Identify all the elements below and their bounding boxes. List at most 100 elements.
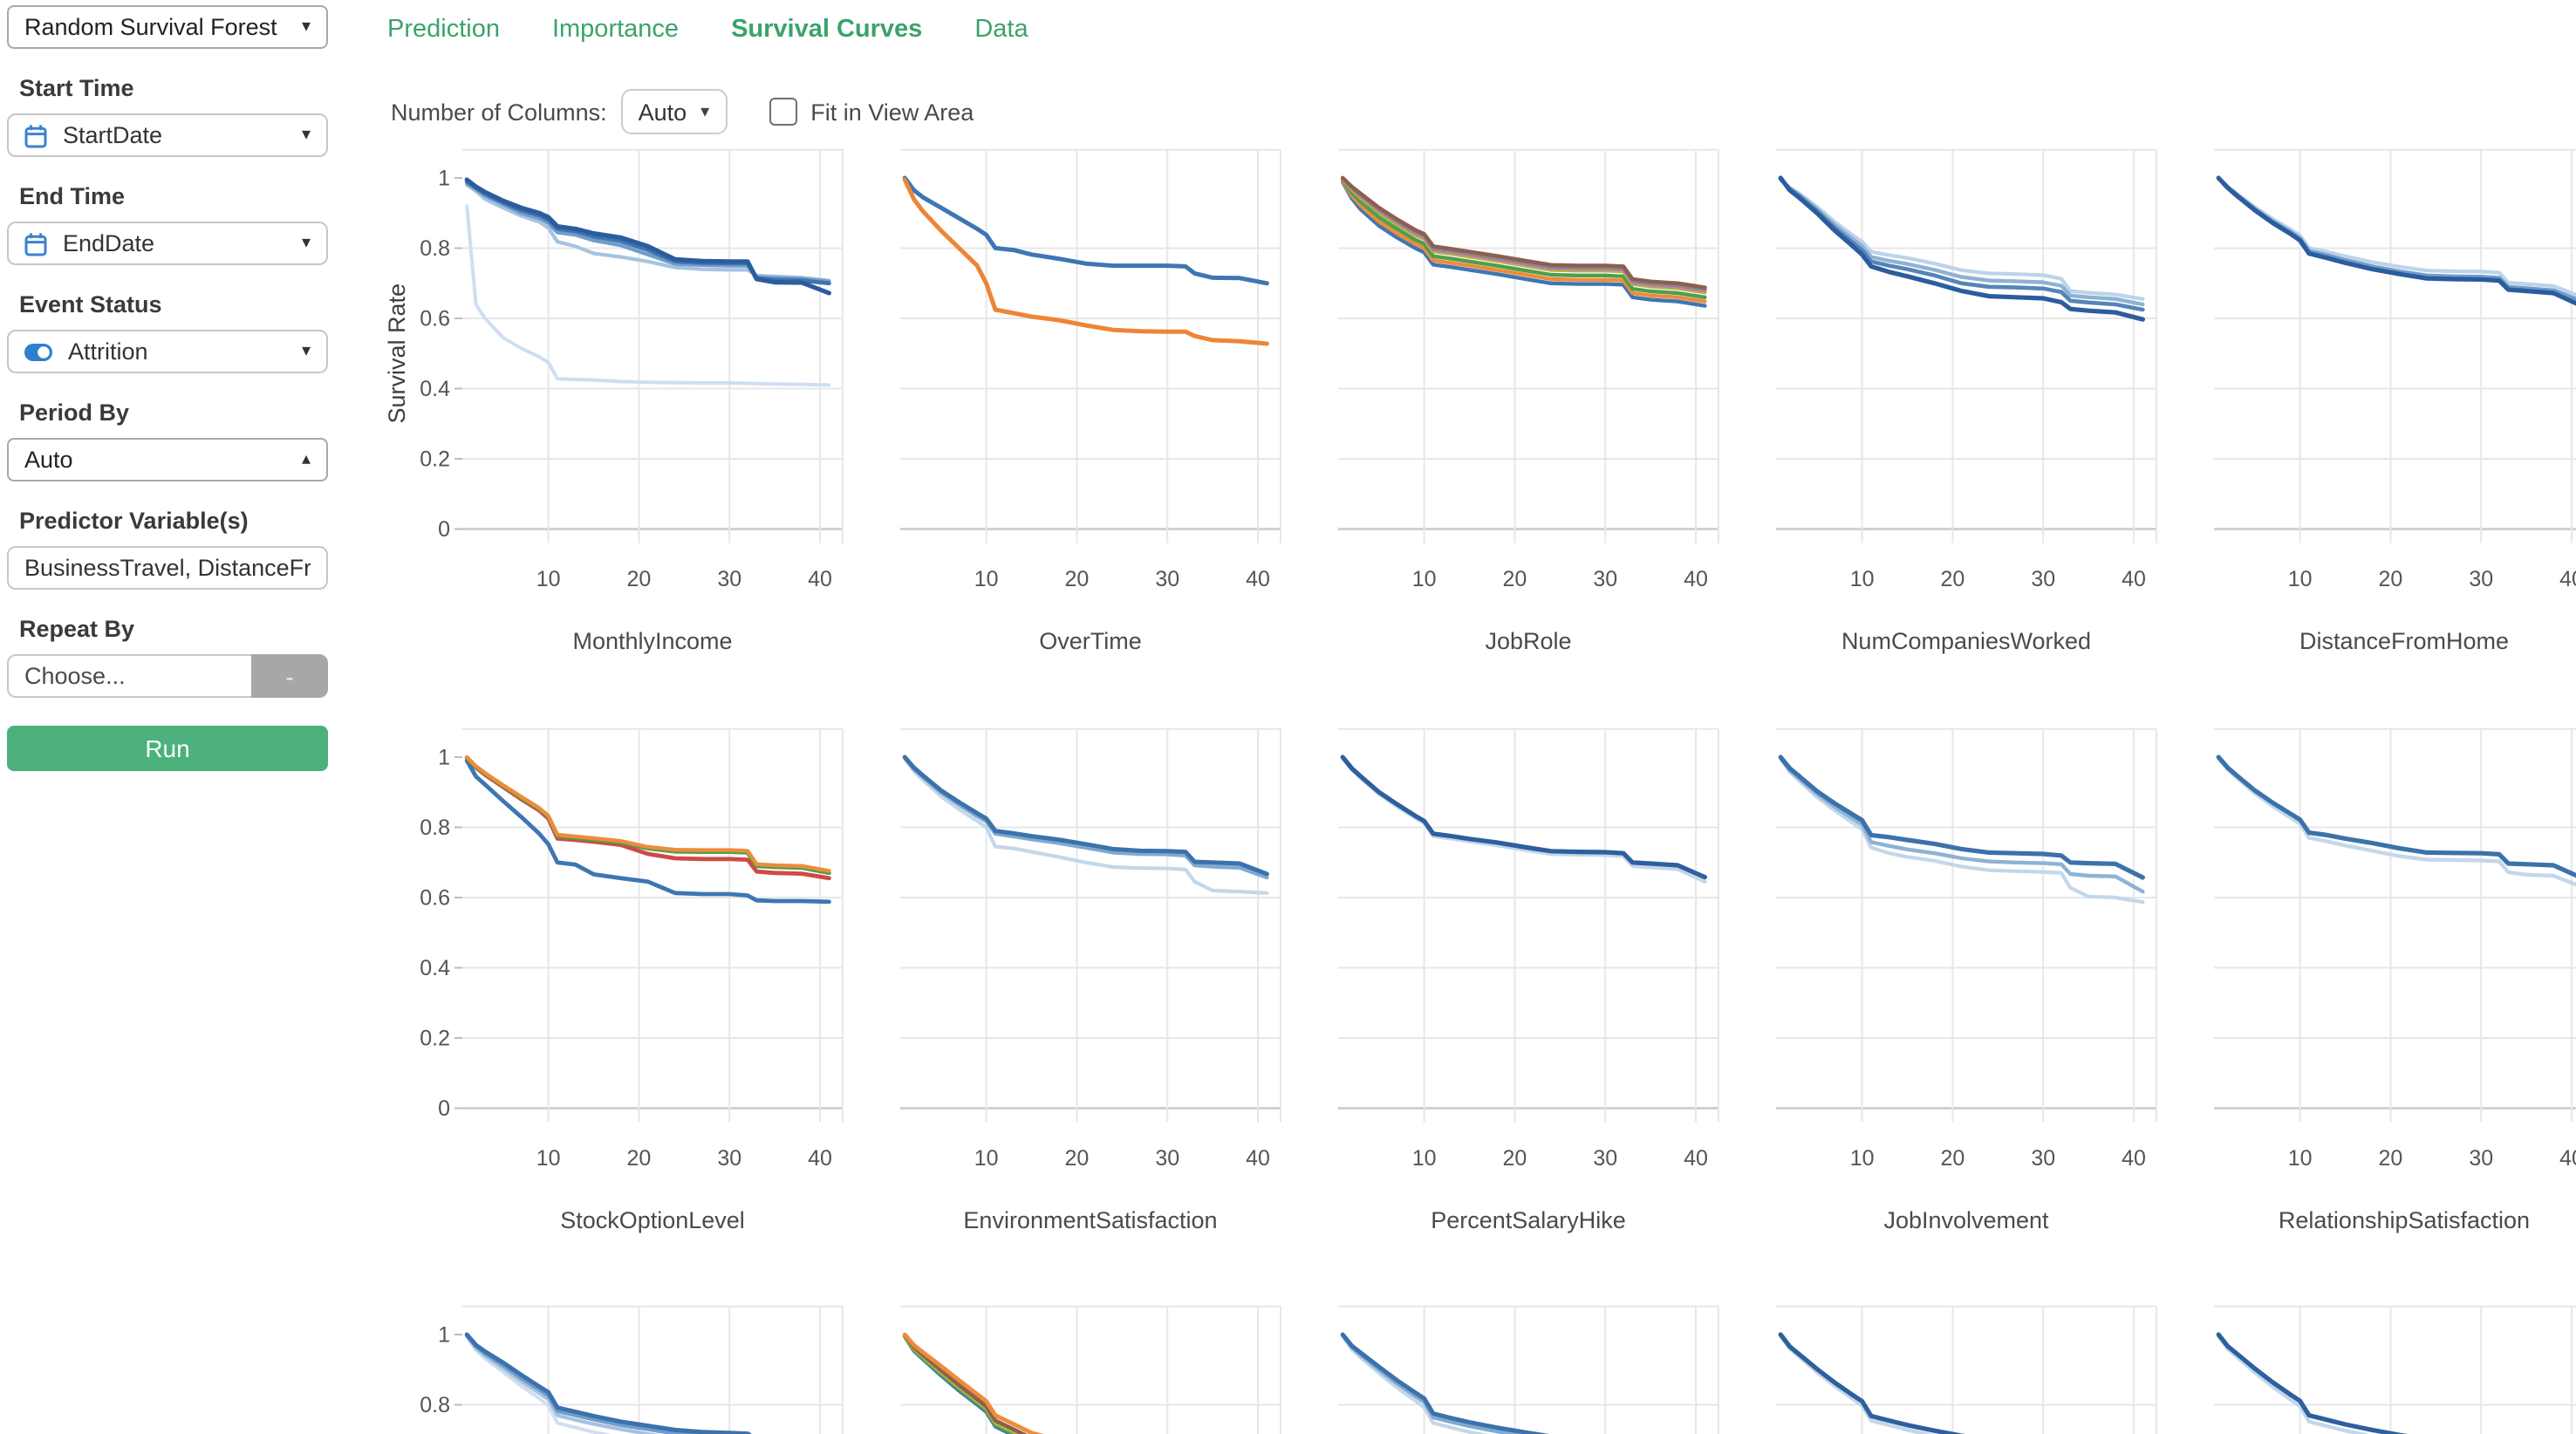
chart-overtime: 10 20 30 40 OverTime bbox=[825, 143, 1281, 666]
survival-curves-grid: 1 0.8 0.6 0.4 0.2 0 10 20 30 40 MonthlyIncome Survi… bbox=[384, 143, 2576, 1434]
svg-text:30: 30 bbox=[2469, 567, 2493, 591]
svg-text:40: 40 bbox=[1246, 1145, 1270, 1170]
run-button[interactable]: Run bbox=[7, 726, 328, 771]
period-by-value: Auto bbox=[24, 447, 73, 473]
period-by-label: Period By bbox=[19, 399, 130, 426]
toggle-on-icon bbox=[24, 343, 52, 360]
svg-text:0.4: 0.4 bbox=[420, 955, 450, 980]
svg-text:10: 10 bbox=[536, 1145, 561, 1170]
minus-icon: - bbox=[285, 662, 294, 690]
chevron-down-icon: ▾ bbox=[301, 341, 311, 360]
svg-text:40: 40 bbox=[1246, 567, 1270, 591]
svg-text:0.8: 0.8 bbox=[420, 1393, 450, 1417]
repeat-by-field: Choose... - bbox=[7, 654, 328, 698]
svg-text:30: 30 bbox=[2469, 1145, 2493, 1170]
y-axis-label: Survival Rate bbox=[384, 283, 410, 424]
svg-text:0.4: 0.4 bbox=[420, 377, 450, 401]
svg-text:10: 10 bbox=[1850, 1145, 1875, 1170]
columns-select[interactable]: Auto ▾ bbox=[620, 89, 728, 134]
predictor-variables-input[interactable]: BusinessTravel, DistanceFr… bbox=[7, 546, 328, 590]
svg-text:40: 40 bbox=[808, 567, 832, 591]
svg-text:20: 20 bbox=[1941, 1145, 1965, 1170]
start-time-select[interactable]: StartDate ▾ bbox=[7, 113, 328, 157]
repeat-by-input[interactable]: Choose... bbox=[7, 654, 251, 698]
chart-title: RelationshipSatisfaction bbox=[2279, 1206, 2530, 1233]
svg-text:30: 30 bbox=[2031, 1145, 2055, 1170]
start-time-label: Start Time bbox=[19, 75, 134, 101]
survival-plot: 10 20 30 40 JobRole bbox=[1338, 148, 1719, 654]
chart-relationshipsatisfaction: 10 20 30 40 RelationshipSatisfaction bbox=[2139, 721, 2576, 1245]
tab-prediction[interactable]: Prediction bbox=[387, 16, 500, 44]
chevron-up-icon: ▴ bbox=[301, 449, 311, 468]
tab-survival-curves[interactable]: Survival Curves bbox=[731, 16, 923, 44]
chart-controls: Number of Columns: Auto ▾ Fit in View Ar… bbox=[391, 89, 974, 134]
svg-text:0: 0 bbox=[438, 1096, 450, 1120]
svg-text:0.6: 0.6 bbox=[420, 885, 450, 910]
svg-text:20: 20 bbox=[1065, 567, 1090, 591]
chart-title: OverTime bbox=[1039, 628, 1142, 654]
chart-title: PercentSalaryHike bbox=[1431, 1206, 1626, 1233]
svg-text:10: 10 bbox=[974, 567, 999, 591]
fit-view-label: Fit in View Area bbox=[810, 99, 974, 125]
tab-importance[interactable]: Importance bbox=[551, 16, 680, 44]
svg-text:1: 1 bbox=[438, 1323, 450, 1348]
svg-text:10: 10 bbox=[2288, 1145, 2313, 1170]
survival-plot: 1 0.8 0.6 0.4 0.2 0 10 20 30 40 MonthlyIncome Survi… bbox=[384, 148, 844, 654]
chart-title: JobRole bbox=[1485, 628, 1571, 654]
svg-text:30: 30 bbox=[2031, 567, 2055, 591]
columns-select-value: Auto bbox=[638, 99, 687, 125]
chart-jobinvolvement: 10 20 30 40 JobInvolvement bbox=[1701, 721, 2157, 1245]
chart-percentsalaryhike: 10 20 30 40 PercentSalaryHike bbox=[1263, 721, 1719, 1245]
svg-text:30: 30 bbox=[717, 1145, 741, 1170]
svg-text:0.2: 0.2 bbox=[420, 1026, 450, 1050]
chart-environmentsatisfaction: 10 20 30 40 EnvironmentSatisfaction bbox=[825, 721, 1281, 1245]
end-time-select[interactable]: EndDate ▾ bbox=[7, 222, 328, 265]
chart-numcompaniesworked: 10 20 30 40 NumCompaniesWorked bbox=[1701, 143, 2157, 666]
chart-stockoptionlevel: 1 0.8 0.6 0.4 0.2 0 10 20 30 40 StockOptionLevel bbox=[387, 721, 844, 1245]
chevron-down-icon: ▾ bbox=[301, 233, 311, 252]
chart-title: NumCompaniesWorked bbox=[1841, 628, 2091, 654]
repeat-by-remove-button[interactable]: - bbox=[251, 654, 328, 698]
model-selector[interactable]: Random Survival Forest ▾ bbox=[7, 5, 328, 49]
event-status-select[interactable]: Attrition ▾ bbox=[7, 330, 328, 373]
svg-text:20: 20 bbox=[1503, 1145, 1527, 1170]
svg-text:1: 1 bbox=[438, 167, 450, 191]
svg-text:0.8: 0.8 bbox=[420, 815, 450, 839]
svg-text:20: 20 bbox=[2379, 1145, 2403, 1170]
svg-text:40: 40 bbox=[2559, 567, 2576, 591]
period-by-select[interactable]: Auto ▴ bbox=[7, 438, 328, 481]
sidebar: Random Survival Forest ▾ Start Time Star… bbox=[7, 5, 328, 771]
survival-plot: 10 20 30 40 EnvironmentSatisfaction bbox=[900, 727, 1281, 1233]
svg-text:20: 20 bbox=[2379, 567, 2403, 591]
survival-plot: 10 20 30 40 JobInvolvement bbox=[1776, 727, 2157, 1233]
svg-text:10: 10 bbox=[2288, 567, 2313, 591]
event-status-label: Event Status bbox=[19, 291, 162, 318]
svg-text:40: 40 bbox=[1684, 1145, 1708, 1170]
svg-text:40: 40 bbox=[1684, 567, 1708, 591]
chart-distancefromhome: 10 20 30 40 DistanceFromHome bbox=[2139, 143, 2576, 666]
calendar-icon bbox=[24, 123, 47, 147]
chevron-down-icon: ▾ bbox=[700, 102, 710, 121]
chart-jobrole: 10 20 30 40 JobRole bbox=[1263, 143, 1719, 666]
svg-text:40: 40 bbox=[808, 1145, 832, 1170]
svg-text:20: 20 bbox=[1941, 567, 1965, 591]
calendar-icon bbox=[24, 231, 47, 256]
chart-title: JobInvolvement bbox=[1883, 1206, 2049, 1233]
tab-bar: Prediction Importance Survival Curves Da… bbox=[387, 16, 1028, 44]
svg-text:30: 30 bbox=[1155, 567, 1179, 591]
svg-text:10: 10 bbox=[536, 567, 561, 591]
chart-title: EnvironmentSatisfaction bbox=[963, 1206, 1217, 1233]
svg-text:0.2: 0.2 bbox=[420, 447, 450, 472]
start-time-value: StartDate bbox=[63, 122, 163, 148]
fit-view-checkbox[interactable] bbox=[769, 98, 797, 126]
survival-plot: 10 20 30 40 NumCompaniesWorked bbox=[1776, 148, 2157, 654]
tab-data[interactable]: Data bbox=[974, 16, 1028, 44]
survival-plot: 10 20 30 40 OverTime bbox=[900, 148, 1281, 654]
svg-text:0: 0 bbox=[438, 517, 450, 542]
